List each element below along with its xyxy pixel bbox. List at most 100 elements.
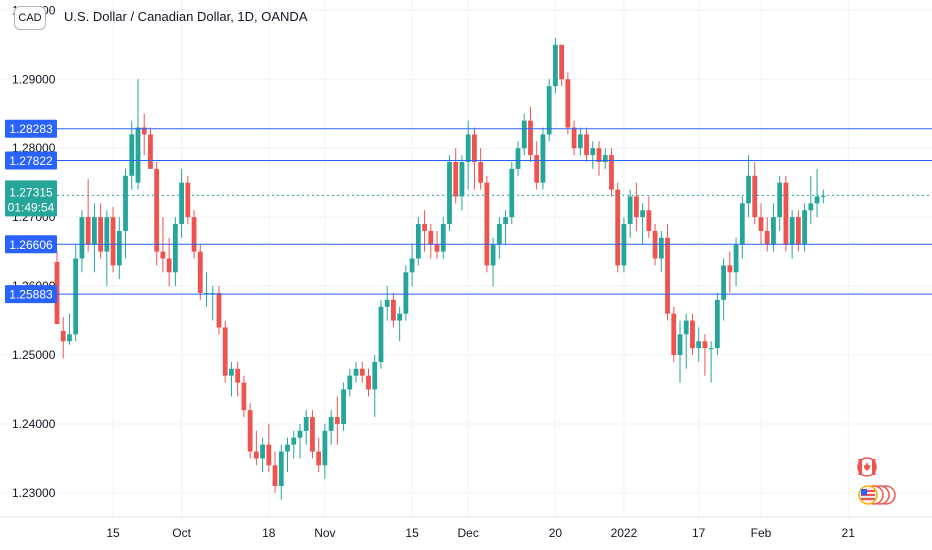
candle-body: [553, 44, 558, 87]
candle: [752, 161, 758, 225]
x-tick-label: Nov: [314, 526, 335, 540]
candle-body: [148, 134, 153, 169]
level-label-bg: [5, 285, 57, 304]
candle: [428, 224, 434, 259]
candle-body: [141, 127, 147, 135]
candle: [590, 141, 596, 169]
candle-body: [403, 272, 409, 314]
candle: [372, 355, 378, 418]
candle-body: [297, 430, 303, 438]
candle-body: [534, 155, 540, 183]
candle-body: [409, 258, 415, 273]
candle: [266, 423, 272, 473]
candle-body: [546, 86, 552, 135]
candle-body: [210, 292, 216, 294]
candle: [378, 299, 384, 369]
candle: [472, 127, 477, 190]
candle: [235, 361, 241, 397]
x-tick-label: 18: [262, 526, 276, 540]
y-tick-label: 1.29000: [12, 72, 56, 86]
candle: [197, 244, 203, 300]
candle: [596, 141, 602, 176]
candle-body: [528, 120, 533, 156]
candle: [148, 127, 153, 169]
candle-body: [671, 313, 677, 356]
countdown-text: 01:49:54: [8, 200, 55, 214]
canada-flag-icon: [857, 457, 877, 477]
candle-body: [696, 341, 702, 349]
candle-body: [721, 265, 727, 300]
candle-body: [752, 175, 758, 218]
candle: [60, 317, 66, 359]
candle: [116, 217, 122, 280]
candle: [665, 224, 670, 321]
candle-body: [316, 451, 322, 466]
candle: [141, 113, 147, 156]
candle: [677, 320, 683, 383]
candle: [683, 313, 689, 369]
candle-body: [266, 444, 272, 466]
candle-body: [384, 299, 390, 307]
candle-body: [391, 299, 396, 321]
candle-body: [808, 203, 814, 211]
candle-body: [260, 444, 265, 459]
candle: [154, 161, 160, 266]
candle: [384, 286, 390, 321]
candle: [615, 182, 621, 273]
candle-body: [272, 465, 278, 486]
candle-body: [353, 368, 359, 376]
candle-body: [478, 161, 484, 183]
candle: [559, 44, 565, 87]
candle: [690, 313, 695, 356]
current-price-bg: [5, 180, 57, 217]
candle: [403, 265, 409, 321]
candle-body: [60, 330, 66, 342]
candle: [129, 120, 135, 190]
level-price-label: 1.27822: [5, 151, 57, 170]
candle: [577, 127, 583, 156]
candle-body: [229, 368, 234, 376]
candle: [222, 320, 228, 383]
candle: [216, 286, 222, 335]
candle-body: [758, 217, 764, 231]
candle: [272, 451, 278, 493]
candle: [814, 168, 820, 218]
candle: [746, 155, 751, 218]
currency-badge[interactable]: CAD: [14, 6, 46, 30]
candle-body: [440, 224, 446, 252]
candle-body: [328, 417, 334, 431]
candle-body: [777, 182, 783, 218]
candle-body: [116, 230, 122, 266]
candle: [496, 217, 502, 259]
candle: [73, 244, 79, 342]
candle: [565, 72, 571, 135]
candle-body: [154, 168, 160, 252]
candle-body: [521, 120, 527, 149]
candle-body: [609, 155, 614, 190]
candle: [528, 106, 533, 162]
candle-body: [366, 375, 371, 390]
candle: [515, 141, 521, 176]
candle-body: [627, 196, 633, 225]
candle-body: [166, 258, 172, 273]
candle-body: [771, 217, 776, 245]
candle-body: [640, 210, 646, 218]
candle: [104, 210, 110, 287]
candle: [241, 375, 247, 418]
candle-body: [204, 292, 209, 294]
flags-icon[interactable]: [848, 455, 908, 515]
candle: [584, 127, 589, 162]
candle: [633, 182, 639, 231]
level-label-text: 1.28283: [9, 122, 53, 136]
price-labels: 1.28283 1.27822 1.26606 1.25883 1.2731501:49…: [5, 119, 57, 304]
candle: [702, 334, 708, 376]
candle-body: [415, 224, 421, 259]
candle: [820, 189, 826, 204]
candle-body: [764, 230, 770, 245]
candle: [391, 292, 396, 328]
candle: [602, 148, 608, 169]
candle: [789, 210, 795, 259]
candle-body: [783, 182, 789, 245]
level-price-label: 1.25883: [5, 285, 57, 304]
